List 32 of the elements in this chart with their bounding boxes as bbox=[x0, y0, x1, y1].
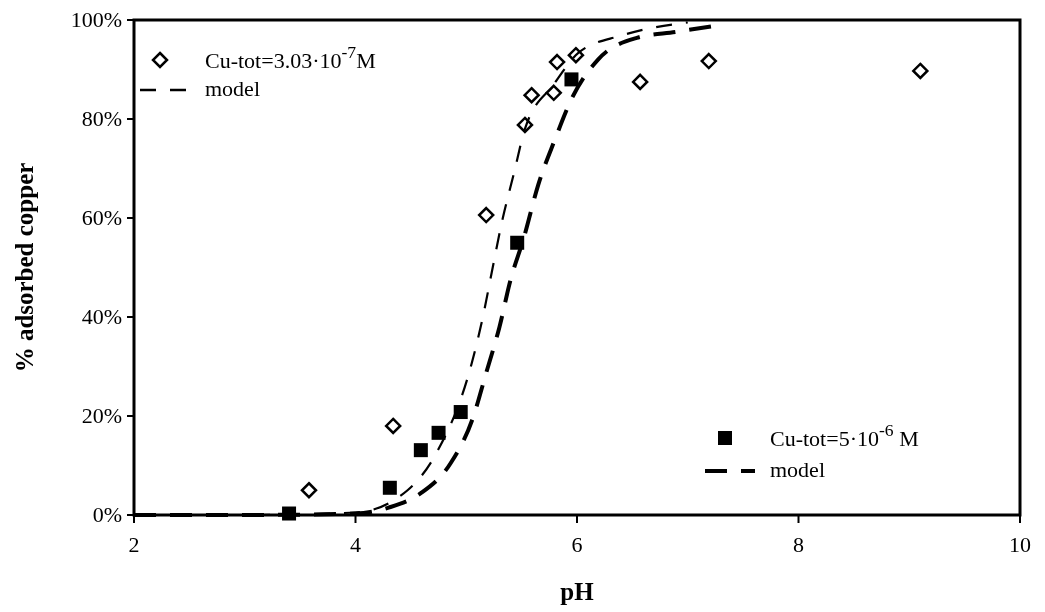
y-tick-label: 80% bbox=[81, 106, 122, 131]
legend-label: model bbox=[205, 76, 260, 101]
point bbox=[453, 405, 468, 420]
point bbox=[564, 72, 579, 87]
point bbox=[631, 73, 649, 91]
x-tick-label: 10 bbox=[1009, 532, 1031, 557]
point bbox=[545, 84, 562, 102]
point bbox=[384, 417, 402, 435]
point bbox=[510, 235, 525, 250]
y-tick-label: 100% bbox=[70, 7, 122, 32]
y-tick-label: 40% bbox=[81, 304, 122, 329]
x-tick-label: 2 bbox=[128, 532, 140, 557]
point bbox=[523, 86, 540, 104]
y-axis-title: % adsorbed copper bbox=[11, 162, 38, 373]
point bbox=[912, 62, 929, 80]
legend-label: Cu-tot=3.03·10$^{-7}$M bbox=[205, 42, 376, 73]
legend-label: Cu-tot=5·10$^{-6}$ M bbox=[770, 420, 919, 451]
legend-label: model bbox=[770, 457, 825, 482]
point bbox=[700, 52, 718, 70]
point bbox=[413, 443, 428, 458]
y-tick-label: 20% bbox=[81, 403, 122, 428]
x-tick-label: 4 bbox=[350, 532, 361, 557]
y-tick-label: 60% bbox=[81, 205, 122, 230]
x-axis-title: pH bbox=[560, 578, 595, 605]
point bbox=[477, 206, 495, 224]
point bbox=[382, 480, 397, 495]
point bbox=[431, 425, 446, 440]
point bbox=[300, 482, 318, 499]
y-tick-label: 0% bbox=[92, 502, 122, 527]
point bbox=[548, 53, 566, 71]
x-tick-label: 6 bbox=[571, 532, 583, 557]
x-tick-label: 8 bbox=[793, 532, 804, 557]
